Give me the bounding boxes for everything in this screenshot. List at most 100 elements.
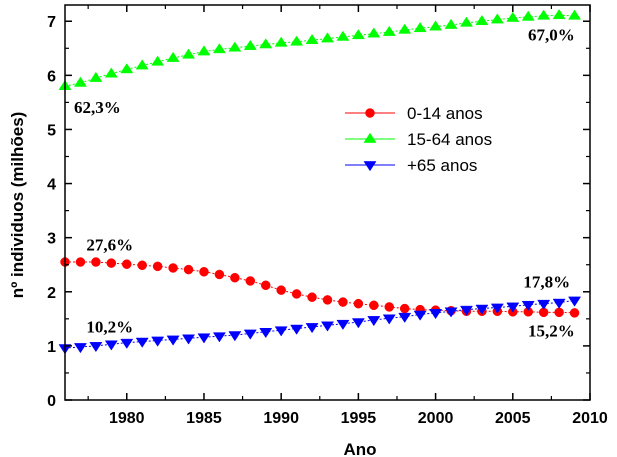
series-line [64, 299, 575, 349]
data-point [89, 342, 103, 353]
data-point [568, 9, 582, 20]
data-point [73, 76, 87, 87]
legend-label: +65 anos [407, 156, 477, 175]
data-point [228, 41, 242, 52]
data-point [506, 302, 520, 313]
data-point [91, 257, 101, 267]
data-point [104, 67, 118, 78]
annotation-label: 15,2% [528, 322, 575, 341]
data-point [399, 303, 410, 314]
y-tick-label: 7 [47, 14, 56, 31]
data-point [230, 272, 240, 283]
data-point [89, 71, 103, 82]
data-point [199, 267, 209, 277]
legend-entry: 0-14 anos [345, 104, 483, 123]
data-point [73, 343, 87, 354]
data-point [320, 32, 335, 43]
annotation-label: 67,0% [528, 26, 575, 45]
data-point [537, 299, 551, 310]
y-tick-label: 2 [47, 285, 56, 302]
data-point [569, 308, 580, 318]
data-point [351, 318, 365, 329]
y-tick-label: 4 [47, 177, 56, 194]
data-point [521, 300, 535, 312]
data-point [120, 63, 134, 74]
data-point [135, 337, 149, 348]
data-point [274, 326, 288, 337]
data-point [475, 14, 489, 26]
y-tick-label: 6 [47, 68, 56, 85]
data-point [106, 258, 117, 268]
legend-label: 0-14 anos [407, 104, 483, 123]
legend-entry: +65 anos [345, 156, 477, 175]
data-point [183, 264, 194, 275]
data-point [367, 27, 381, 38]
data-point [197, 45, 211, 56]
data-point [182, 48, 196, 59]
data-point [120, 338, 134, 349]
data-point [75, 257, 86, 267]
data-point [214, 269, 225, 280]
series-line [65, 261, 575, 314]
annotation-label: 17,8% [523, 272, 570, 291]
data-point [429, 20, 443, 31]
data-point [122, 259, 132, 269]
data-point [490, 13, 504, 24]
data-point [182, 334, 196, 345]
x-tick-label: 1990 [263, 410, 299, 427]
data-point [382, 314, 396, 325]
data-point [259, 328, 273, 339]
data-point [459, 16, 473, 27]
y-tick-label: 3 [47, 231, 56, 248]
x-tick-label: 2010 [572, 410, 608, 427]
legend: 0-14 anos 15-64 anos +65 anos [345, 104, 492, 175]
series-layer [58, 9, 582, 355]
data-point [475, 304, 489, 315]
series-0-14-anos [60, 257, 580, 318]
data-point [568, 296, 582, 307]
series-15-64-anos [58, 9, 582, 90]
legend-label: 15-64 anos [407, 130, 492, 149]
plot-frame [64, 4, 591, 401]
data-point [506, 11, 520, 22]
data-point [243, 329, 257, 340]
x-tick-label: 2000 [418, 410, 454, 427]
data-point [336, 319, 350, 330]
data-point [322, 295, 333, 305]
data-point [152, 261, 163, 272]
annotation-layer: 67,0% 62,3% 27,6% 17,8% 10,2% 15,2% [74, 26, 575, 341]
data-point [212, 332, 226, 343]
data-point [259, 38, 273, 49]
data-point [168, 263, 178, 273]
data-point [243, 39, 257, 50]
data-point [365, 108, 375, 118]
data-point [369, 300, 379, 311]
x-tick-label: 2005 [495, 410, 531, 427]
data-point [413, 22, 427, 33]
data-point [459, 305, 473, 316]
data-point [444, 307, 458, 318]
annotation-label: 27,6% [86, 236, 133, 255]
data-point [353, 298, 364, 309]
data-point [135, 59, 149, 70]
data-point [151, 336, 165, 347]
data-point [305, 33, 319, 44]
data-point [336, 30, 350, 41]
data-point [276, 285, 286, 295]
y-tick-label: 1 [47, 339, 56, 356]
data-point [351, 29, 365, 40]
data-point [212, 43, 226, 54]
data-point [166, 335, 180, 346]
data-point [245, 276, 256, 286]
data-point [104, 340, 118, 351]
data-point [228, 331, 242, 342]
data-point [290, 35, 304, 46]
data-point [338, 297, 348, 307]
axes: 0 1 2 3 4 5 6 7 1980 1985 1990 1995 2000 2005 2010 Ano n… [8, 4, 608, 457]
data-point [363, 161, 377, 172]
x-tick-label: 1980 [109, 410, 145, 427]
data-point [151, 55, 165, 66]
data-point [413, 310, 427, 321]
data-point [429, 309, 443, 320]
